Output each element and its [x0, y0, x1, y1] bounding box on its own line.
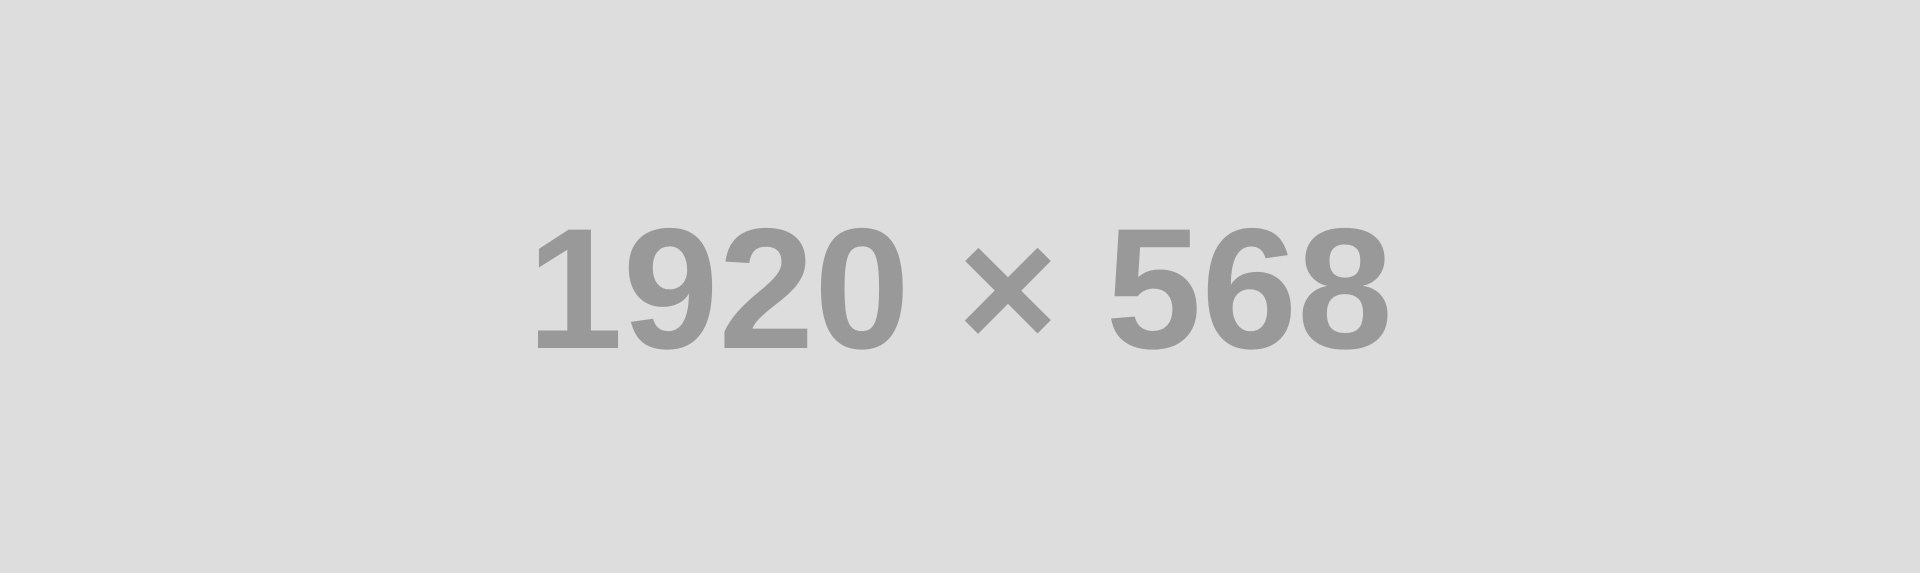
dimension-label: 1920 × 568	[527, 193, 1393, 385]
